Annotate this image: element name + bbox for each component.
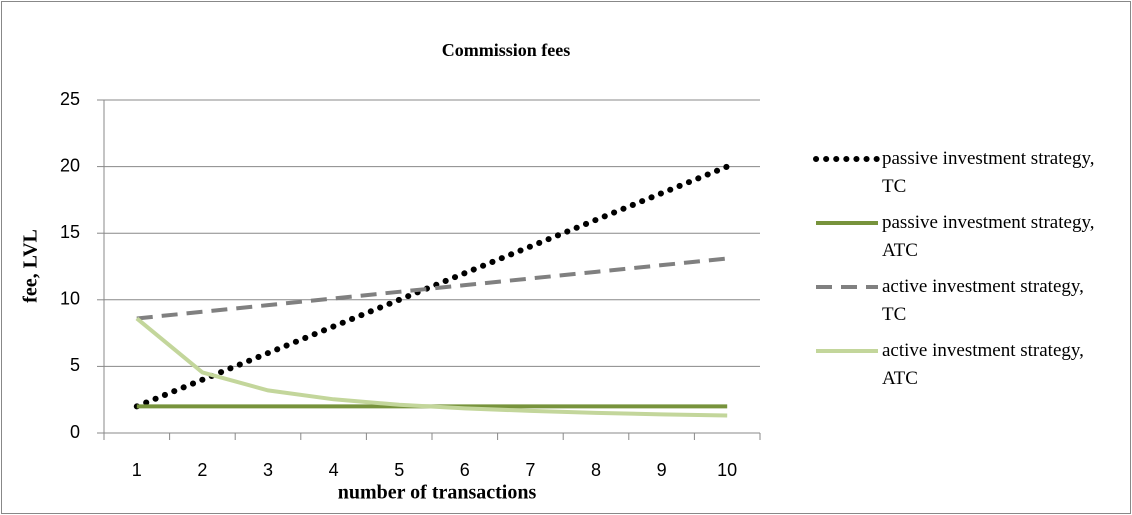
legend-entry: passive investment strategy, TC [812,145,1112,201]
x-tick-label: 1 [132,460,142,480]
legend-swatch [816,349,878,353]
x-tick-label: 10 [717,460,737,480]
series-line [136,256,728,321]
x-tick-label: 5 [394,460,404,480]
y-tick-label: 5 [70,355,80,375]
x-tick-label: 6 [460,460,470,480]
series-line [135,316,728,418]
x-tick-label: 4 [329,460,339,480]
legend-entry: passive investment strategy, ATC [812,209,1112,265]
legend-entry: active investment strategy, TC [812,273,1112,329]
x-tick-label: 2 [197,460,207,480]
series-line [133,163,731,410]
y-tick-label: 0 [70,422,80,442]
legend-swatch [816,285,878,289]
y-tick-label: 15 [60,222,80,242]
y-tick-label: 10 [60,289,80,309]
y-axis-label: fee, LVL [20,229,42,303]
x-tick-label: 9 [657,460,667,480]
legend-swatch [813,156,881,162]
legend-label: passive investment strategy, TC [882,148,1095,197]
legend-swatch [816,221,878,225]
x-tick-label: 3 [263,460,273,480]
legend: passive investment strategy, TC passive i… [812,145,1112,401]
x-tick-label: 8 [591,460,601,480]
x-axis-label: number of transactions [338,482,537,504]
x-tick-label: 7 [525,460,535,480]
legend-entry: active investment strategy, ATC [812,337,1112,393]
legend-label: passive investment strategy, ATC [882,212,1095,261]
y-tick-label: 20 [60,155,80,175]
y-tick-label: 25 [60,89,80,109]
legend-label: active investment strategy, TC [882,276,1084,325]
legend-label: active investment strategy, ATC [882,340,1084,389]
chart-title: Commission fees [442,40,571,60]
